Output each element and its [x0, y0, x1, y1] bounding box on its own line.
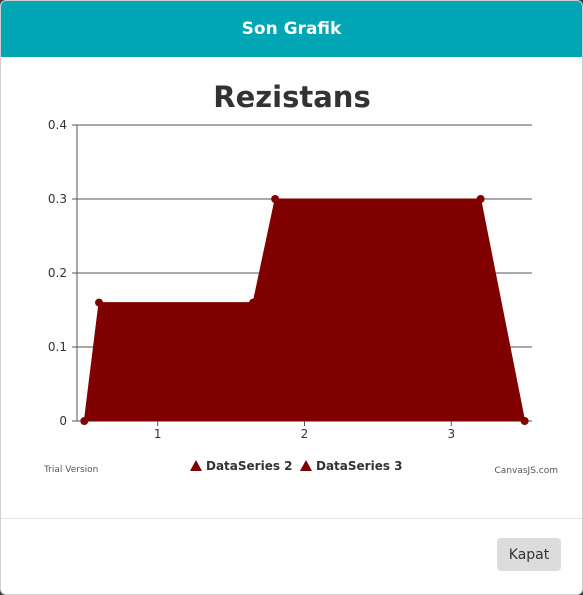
x-tick-label: 2 — [301, 427, 309, 441]
x-tick-label: 3 — [447, 427, 455, 441]
y-tick-label: 0 — [59, 414, 67, 428]
data-point-series-3[interactable] — [476, 195, 485, 203]
area-fill — [83, 198, 526, 422]
data-point-series-2[interactable] — [95, 298, 104, 307]
y-tick-label: 0.3 — [48, 192, 67, 206]
legend-marker-triangle-icon — [190, 460, 202, 471]
modal-title: Son Grafik — [241, 19, 342, 39]
legend-marker-triangle-icon — [300, 460, 312, 471]
modal-footer: Kapat — [1, 518, 582, 594]
y-tick-label: 0.4 — [48, 118, 67, 132]
data-point-series-2[interactable] — [80, 417, 89, 425]
y-tick-label: 0.1 — [48, 340, 67, 354]
legend-item-label[interactable]: DataSeries 3 — [316, 459, 403, 473]
legend-item-label[interactable]: DataSeries 2 — [206, 459, 293, 473]
close-button[interactable]: Kapat — [497, 538, 561, 571]
y-tick-label: 0.2 — [48, 266, 67, 280]
chart-svg: Rezistans 0 0.1 0.2 0.3 0.4 1 2 3 DataSeries 2 D… — [43, 80, 558, 476]
chart-title: Rezistans — [213, 80, 370, 114]
data-point-series-3[interactable] — [271, 195, 280, 203]
chart-container: Rezistans 0 0.1 0.2 0.3 0.4 1 2 3 DataSeries 2 D… — [1, 57, 582, 519]
modal-header: Son Grafik — [1, 1, 582, 57]
data-point-series-2[interactable] — [249, 298, 258, 307]
canvasjs-credit-link[interactable]: CanvasJS.com — [495, 466, 558, 476]
trial-version-text: Trial Version — [43, 465, 98, 475]
x-tick-label: 1 — [154, 427, 162, 441]
data-point-series-3[interactable] — [520, 417, 529, 425]
